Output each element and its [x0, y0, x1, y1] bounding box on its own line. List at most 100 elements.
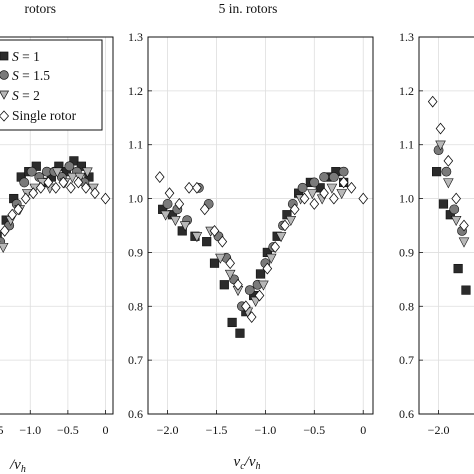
legend-entry-s1: S = 1	[0, 49, 40, 64]
data-point-diamond	[192, 181, 202, 194]
data-point-triangle	[215, 253, 226, 264]
y-tick-label: 0.6	[399, 407, 414, 421]
data-point-square	[438, 199, 449, 209]
series-single-rotor	[154, 171, 369, 323]
data-point-diamond	[443, 154, 454, 167]
x-tick-label: −0.5	[303, 423, 325, 437]
legend-entry-s2: S = 2	[0, 88, 40, 103]
data-point-triangle	[458, 237, 470, 248]
x-tick-label: 0	[360, 423, 366, 437]
data-point-diamond	[233, 278, 243, 291]
data-point-diamond	[174, 198, 185, 210]
x-tick-label: −0.5	[57, 423, 79, 437]
data-point-diamond	[13, 203, 24, 216]
data-point-diamond	[338, 176, 349, 189]
data-point-triangle	[52, 167, 63, 178]
data-point-circle	[338, 166, 349, 177]
data-point-diamond	[346, 181, 357, 194]
data-point-square	[209, 258, 220, 268]
series-s-2	[435, 140, 470, 248]
data-point-triangle	[450, 216, 462, 227]
x-tick-label: −2.0	[157, 423, 179, 437]
data-point-circle	[297, 182, 308, 193]
data-point-circle	[309, 177, 320, 188]
data-point-diamond	[0, 224, 10, 237]
data-point-triangle	[0, 242, 9, 253]
y-tick-label: 0.9	[128, 245, 143, 259]
data-point-diamond	[262, 262, 273, 275]
legend: S = 1 S = 1.5 S = 2 Single rotor	[0, 39, 103, 131]
data-point-circle	[328, 172, 339, 182]
data-point-diamond	[43, 176, 54, 189]
data-point-diamond	[7, 208, 18, 221]
legend-circle-marker	[0, 70, 9, 80]
data-point-circle	[64, 161, 75, 172]
x-tick-label: −1.5	[206, 423, 228, 437]
x-tick-label: −1.0	[19, 423, 41, 437]
data-point-triangle	[179, 221, 191, 232]
panel-0-frame	[0, 36, 114, 415]
y-tick-label: 1.0	[128, 192, 143, 206]
data-point-diamond	[289, 203, 300, 216]
legend-label-single-rotor: Single rotor	[12, 108, 77, 123]
data-point-triangle	[191, 232, 203, 243]
data-point-diamond	[199, 203, 210, 216]
data-point-circle	[441, 166, 452, 177]
data-point-diamond	[435, 122, 446, 135]
data-point-circle	[19, 177, 30, 188]
data-point-diamond	[309, 198, 320, 210]
data-point-diamond	[319, 187, 329, 200]
x-tick-label: −2.0	[428, 423, 450, 437]
legend-diamond-marker	[0, 110, 10, 122]
panel-1-plot-area	[148, 37, 373, 414]
legend-frame	[0, 39, 103, 131]
x-tick-label: 0	[102, 423, 108, 437]
legend-entry-s1-5: S = 1.5	[0, 68, 50, 83]
y-tick-label: 0.8	[128, 299, 143, 313]
data-point-diamond	[209, 224, 220, 237]
data-point-diamond	[329, 192, 339, 205]
y-tick-label: 0.6	[128, 407, 143, 421]
series-single-rotor	[0, 176, 111, 243]
series-s-2	[160, 183, 347, 318]
data-point-square	[262, 247, 272, 258]
data-point-diamond	[35, 181, 46, 194]
panel-2-frame	[418, 36, 474, 415]
data-point-diamond	[51, 181, 61, 194]
x-tick-label: −1.5	[0, 423, 4, 437]
data-point-diamond	[427, 95, 438, 108]
data-point-triangle	[326, 183, 338, 194]
y-tick-label: 1.1	[399, 138, 414, 152]
data-point-diamond	[100, 192, 111, 205]
data-point-circle	[26, 166, 37, 177]
data-point-square	[177, 226, 187, 236]
data-point-diamond	[73, 176, 84, 189]
data-point-diamond	[270, 241, 280, 253]
data-point-triangle	[336, 189, 347, 200]
data-point-circle	[244, 285, 255, 296]
data-point-triangle	[67, 172, 78, 183]
data-point-diamond	[451, 192, 461, 205]
data-point-diamond	[241, 300, 251, 313]
panel-1-frame	[147, 36, 374, 415]
data-point-diamond	[90, 187, 100, 200]
data-point-diamond	[299, 192, 310, 205]
data-point-triangle	[170, 216, 181, 227]
data-point-triangle	[307, 189, 318, 200]
data-point-diamond	[66, 181, 76, 194]
legend-label-s1: S = 1	[12, 49, 40, 64]
data-point-circle	[319, 172, 329, 182]
data-point-triangle	[285, 216, 297, 227]
data-point-diamond	[184, 181, 194, 194]
data-point-triangle	[435, 140, 446, 151]
x-tick-label: −1.0	[255, 423, 277, 437]
data-point-triangle	[258, 280, 269, 291]
legend-label-s2: S = 2	[12, 88, 40, 103]
y-tick-label: 1.0	[399, 192, 414, 206]
y-tick-label: 0.9	[399, 245, 414, 259]
data-point-diamond	[20, 192, 31, 205]
data-point-circle	[162, 199, 173, 209]
panel-1-grid	[148, 37, 373, 414]
data-point-triangle	[160, 210, 171, 221]
y-tick-label: 1.2	[128, 84, 143, 98]
